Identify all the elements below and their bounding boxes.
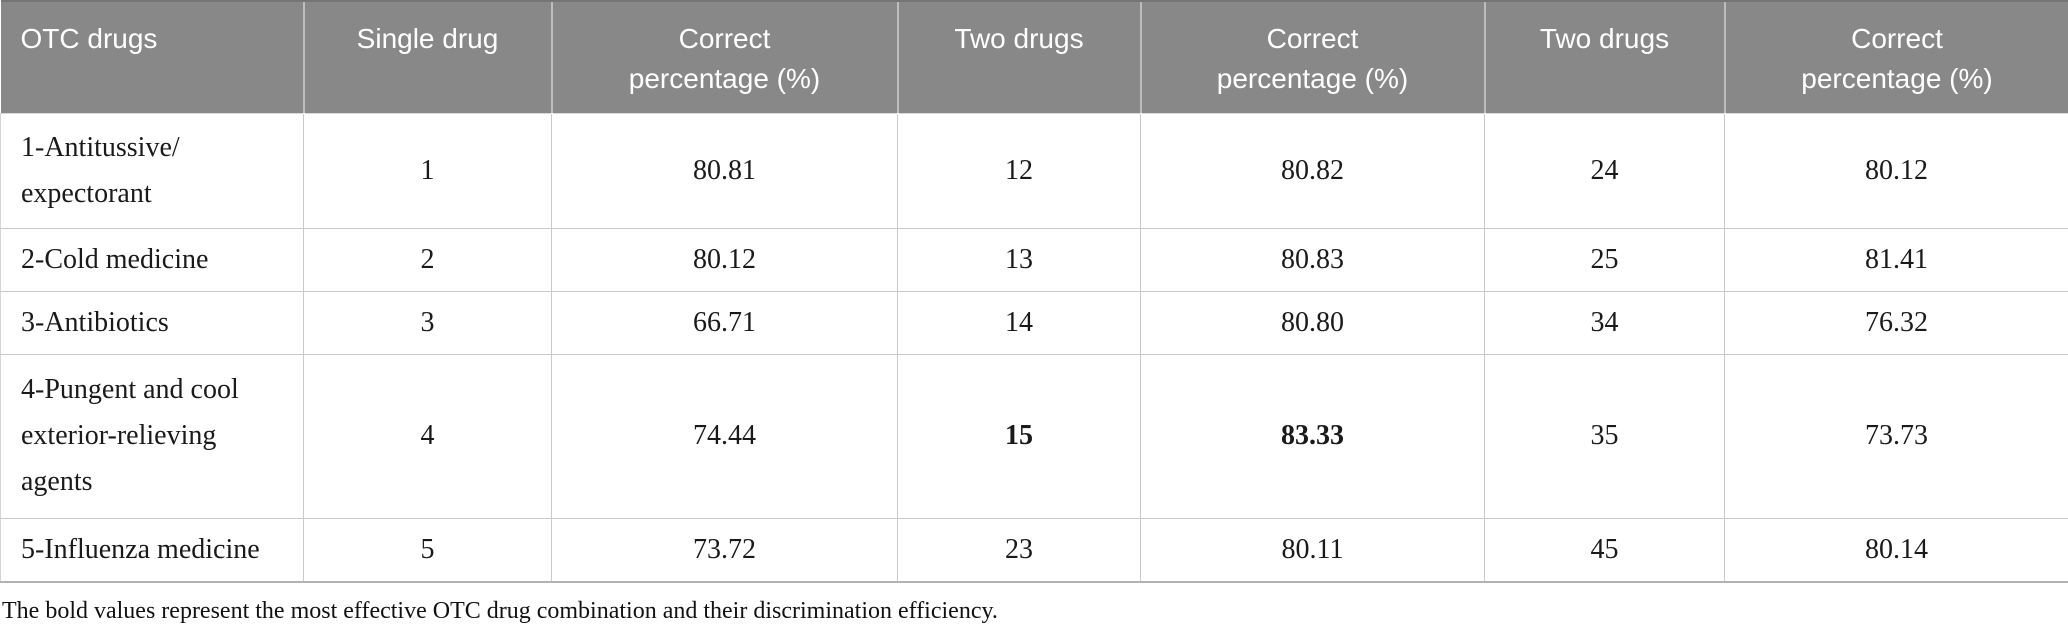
cell-correct-percentage: 73.73 xyxy=(1724,353,2068,519)
cell-two-drugs-code: 12 xyxy=(897,112,1141,229)
cell-correct-percentage: 80.81 xyxy=(551,112,898,229)
cell-single-drug-code: 5 xyxy=(303,517,552,583)
column-header-correct-percentage-3: Correct percentage (%) xyxy=(1723,0,2068,113)
cell-single-drug-code: 1 xyxy=(303,112,552,229)
table-row-antitussive: 1-Antitussive/ expectorant 1 80.81 12 80… xyxy=(0,112,2068,229)
cell-two-drugs-code: 25 xyxy=(1484,227,1725,292)
cell-drug-name: 1-Antitussive/ expectorant xyxy=(0,112,304,229)
table-row-influenza-medicine: 5-Influenza medicine 5 73.72 23 80.11 45… xyxy=(0,517,2068,583)
otc-drug-discrimination-table: OTC drugs Single drug Correct percentage… xyxy=(0,0,2068,583)
column-header-single-drug: Single drug xyxy=(302,0,552,113)
cell-single-drug-code: 3 xyxy=(303,290,552,355)
cell-correct-percentage: 76.32 xyxy=(1724,290,2068,355)
cell-correct-percentage: 73.72 xyxy=(551,517,898,583)
cell-single-drug-code: 4 xyxy=(303,353,552,519)
cell-correct-percentage: 80.80 xyxy=(1140,290,1485,355)
cell-correct-percentage: 80.14 xyxy=(1724,517,2068,583)
table-row-antibiotics: 3-Antibiotics 3 66.71 14 80.80 34 76.32 xyxy=(0,290,2068,355)
cell-drug-name: 2-Cold medicine xyxy=(0,227,304,292)
cell-correct-percentage: 83.33 xyxy=(1140,353,1485,519)
cell-correct-percentage: 80.82 xyxy=(1140,112,1485,229)
column-header-correct-percentage-2: Correct percentage (%) xyxy=(1139,0,1485,113)
cell-two-drugs-code: 34 xyxy=(1484,290,1725,355)
cell-correct-percentage: 80.12 xyxy=(1724,112,2068,229)
table-row-cold-medicine: 2-Cold medicine 2 80.12 13 80.83 25 81.4… xyxy=(0,227,2068,292)
column-header-two-drugs-1: Two drugs xyxy=(896,0,1141,113)
table-row-pungent-cool-agents: 4-Pungent and cool exterior-relieving ag… xyxy=(0,353,2068,519)
cell-drug-name: 3-Antibiotics xyxy=(0,290,304,355)
cell-correct-percentage: 80.12 xyxy=(551,227,898,292)
cell-two-drugs-code: 45 xyxy=(1484,517,1725,583)
cell-correct-percentage: 81.41 xyxy=(1724,227,2068,292)
cell-two-drugs-code: 14 xyxy=(897,290,1141,355)
cell-two-drugs-code: 35 xyxy=(1484,353,1725,519)
cell-drug-name: 4-Pungent and cool exterior-relieving ag… xyxy=(0,353,304,519)
table-footnote: The bold values represent the most effec… xyxy=(2,597,998,624)
cell-correct-percentage: 80.11 xyxy=(1140,517,1485,583)
column-header-two-drugs-2: Two drugs xyxy=(1483,0,1725,113)
cell-single-drug-code: 2 xyxy=(303,227,552,292)
cell-correct-percentage: 66.71 xyxy=(551,290,898,355)
cell-drug-name: 5-Influenza medicine xyxy=(0,517,304,583)
cell-two-drugs-code: 24 xyxy=(1484,112,1725,229)
cell-correct-percentage: 80.83 xyxy=(1140,227,1485,292)
column-header-correct-percentage-1: Correct percentage (%) xyxy=(550,0,898,113)
cell-two-drugs-code: 23 xyxy=(897,517,1141,583)
cell-two-drugs-code: 15 xyxy=(897,353,1141,519)
cell-correct-percentage: 74.44 xyxy=(551,353,898,519)
cell-two-drugs-code: 13 xyxy=(897,227,1141,292)
column-header-otc-drugs: OTC drugs xyxy=(0,0,304,113)
table-header-row: OTC drugs Single drug Correct percentage… xyxy=(0,0,2068,113)
